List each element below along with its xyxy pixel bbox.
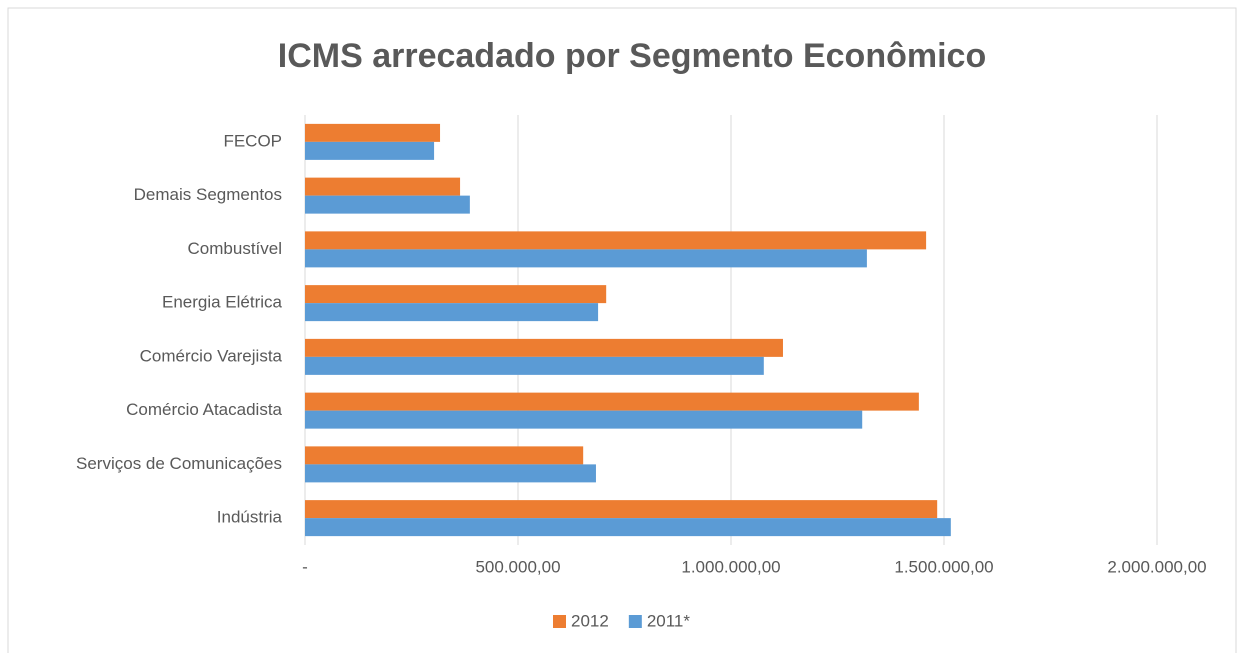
legend-swatch: [628, 615, 642, 628]
y-tick-label: Combustível: [188, 239, 282, 258]
y-tick-label: FECOP: [223, 131, 282, 150]
bar: [305, 249, 867, 268]
bar: [305, 231, 927, 250]
bar: [305, 177, 461, 196]
y-tick-label: Energia Elétrica: [162, 293, 283, 312]
bar: [305, 303, 599, 322]
legend-label: 2012: [571, 611, 609, 630]
bar: [305, 518, 951, 537]
bar: [305, 123, 441, 142]
bar: [305, 338, 783, 357]
legend-swatch: [553, 615, 566, 628]
bar: [305, 446, 584, 465]
y-tick-label: Comércio Atacadista: [126, 400, 282, 419]
y-tick-label: Demais Segmentos: [134, 185, 282, 204]
bar: [305, 141, 435, 160]
x-tick-label: 500.000,00: [475, 557, 560, 576]
bar: [305, 500, 938, 519]
legend-label: 2011*: [647, 611, 691, 630]
bar: [305, 356, 764, 375]
x-tick-label: 1.500.000,00: [894, 557, 993, 576]
x-tick-label: 2.000.000,00: [1107, 557, 1206, 576]
x-tick-label: 1.000.000,00: [681, 557, 780, 576]
bar: [305, 195, 470, 214]
chart-border: [7, 7, 1237, 653]
bar: [305, 410, 863, 429]
bar: [305, 392, 919, 411]
y-tick-label: Indústria: [217, 508, 283, 527]
y-tick-label: Comércio Varejista: [140, 346, 283, 365]
bar: [305, 285, 607, 304]
x-tick-label: -: [302, 557, 308, 576]
chart-title: ICMS arrecadado por Segmento Econômico: [278, 37, 986, 75]
bar: [305, 464, 596, 483]
y-tick-label: Serviços de Comunicações: [76, 454, 282, 473]
